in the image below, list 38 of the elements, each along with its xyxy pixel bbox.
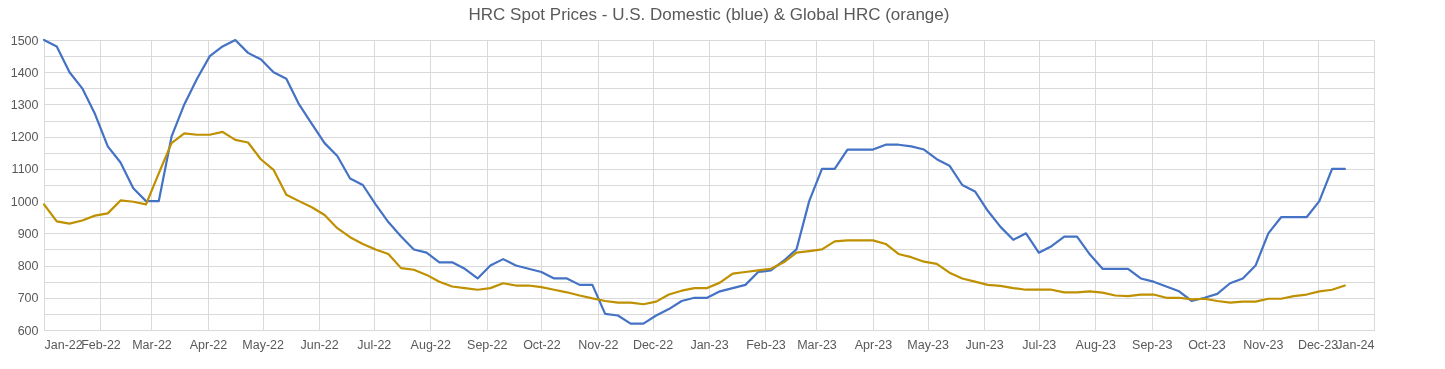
x-tick-label: May-23 — [907, 337, 950, 352]
line-series — [42, 130, 1346, 306]
x-tick-label: Jun-22 — [300, 337, 339, 352]
x-tick-label: Mar-22 — [132, 337, 172, 352]
x-tick-label: Feb-22 — [81, 337, 121, 352]
y-tick-label: 600 — [17, 323, 39, 338]
x-tick-label: Nov-22 — [578, 337, 619, 352]
y-tick-label: 1000 — [10, 194, 39, 209]
x-tick-label: Nov-23 — [1243, 337, 1284, 352]
x-tick-label: Apr-22 — [189, 337, 228, 352]
x-tick-label: Oct-23 — [1188, 337, 1226, 352]
y-tick-label: 700 — [17, 291, 39, 306]
x-tick-label: Jan-23 — [690, 337, 729, 352]
x-tick-label: Feb-23 — [746, 337, 786, 352]
line-series — [42, 38, 1346, 325]
y-tick-label: 1100 — [11, 162, 39, 177]
y-tick-label: 1400 — [10, 65, 39, 80]
x-tick-label: May-22 — [242, 337, 285, 352]
x-tick-label: Jan-22 — [44, 337, 83, 352]
x-tick-label: Sep-22 — [467, 337, 508, 352]
y-tick-label: 900 — [17, 226, 39, 241]
y-tick-label: 1300 — [10, 97, 39, 112]
x-tick-label: Jan-24 — [1336, 337, 1375, 352]
y-tick-label: 1200 — [10, 130, 39, 145]
x-tick-label: Apr-23 — [854, 337, 893, 352]
x-tick-label: Sep-23 — [1132, 337, 1173, 352]
x-tick-label: Jun-23 — [965, 337, 1004, 352]
x-tick-label: Dec-23 — [1297, 337, 1339, 352]
y-tick-label: 1500 — [10, 33, 39, 48]
y-tick-label: 800 — [17, 259, 39, 274]
x-tick-label: Aug-22 — [410, 337, 451, 352]
x-tick-label: Oct-22 — [523, 337, 561, 352]
x-tick-label: Jul-23 — [1022, 337, 1057, 352]
x-tick-label: Mar-23 — [797, 337, 837, 352]
x-tick-label: Jul-22 — [357, 337, 392, 352]
x-tick-label: Dec-22 — [632, 337, 674, 352]
x-tick-label: Aug-23 — [1075, 337, 1116, 352]
chart-title: HRC Spot Prices - U.S. Domestic (blue) & Global HRC (orange) — [468, 5, 950, 24]
